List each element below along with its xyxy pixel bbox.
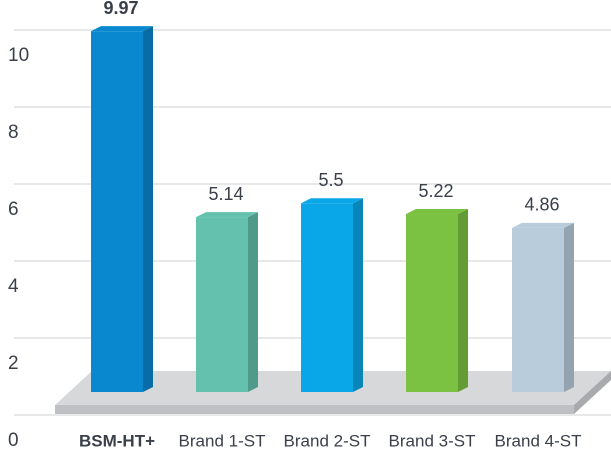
value-label: 5.22 xyxy=(418,181,453,201)
value-label: 5.5 xyxy=(318,170,343,190)
x-tick-label: Brand 1-ST xyxy=(179,431,266,450)
bar-side xyxy=(564,222,574,392)
y-tick-label: 0 xyxy=(8,430,19,451)
bar xyxy=(91,31,143,393)
bar xyxy=(406,214,458,392)
y-tick-label: 4 xyxy=(8,276,19,297)
y-tick-label: 10 xyxy=(8,45,29,66)
bar xyxy=(301,203,353,392)
y-tick-label: 8 xyxy=(8,122,19,143)
bar-top xyxy=(406,209,468,215)
x-tick-label: Brand 2-ST xyxy=(284,431,371,450)
y-tick-label: 2 xyxy=(8,353,19,374)
bar-top xyxy=(91,26,153,32)
x-tick-label: BSM-HT+ xyxy=(79,431,155,450)
bar-top xyxy=(512,222,574,228)
bar xyxy=(512,227,564,392)
x-tick-label: Brand 4-ST xyxy=(495,431,582,450)
bar-side xyxy=(143,26,153,393)
bar-side xyxy=(248,212,258,392)
x-tick-label: Brand 3-ST xyxy=(389,431,476,450)
value-label: 5.14 xyxy=(208,184,243,204)
value-label: 4.86 xyxy=(524,195,559,215)
y-tick-label: 6 xyxy=(8,199,19,220)
bar xyxy=(196,217,248,392)
value-label: 9.97 xyxy=(103,0,138,18)
bar-side xyxy=(458,209,468,392)
bar-side xyxy=(353,198,363,392)
bar-top xyxy=(196,212,258,218)
bar-top xyxy=(301,198,363,204)
